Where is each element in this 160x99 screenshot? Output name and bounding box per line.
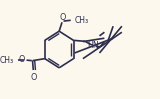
- Text: CH₃: CH₃: [0, 56, 14, 65]
- Text: HN: HN: [87, 41, 99, 50]
- Text: O: O: [18, 55, 25, 64]
- Text: O: O: [59, 13, 66, 22]
- Text: CH₃: CH₃: [74, 16, 88, 25]
- Text: O: O: [31, 72, 37, 81]
